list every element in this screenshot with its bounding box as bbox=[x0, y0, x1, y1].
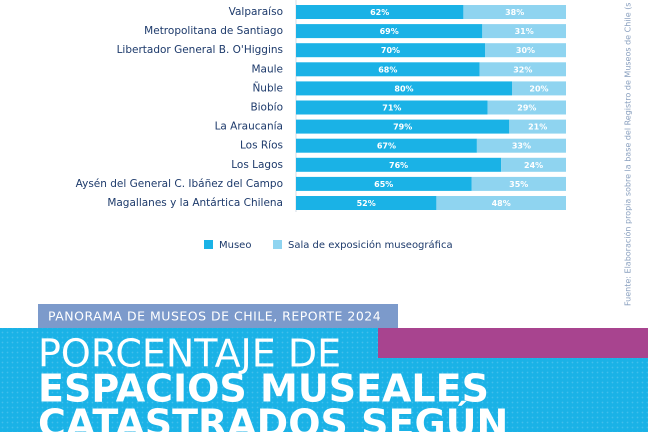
value-label: 33% bbox=[512, 142, 531, 151]
category-label: Los Ríos bbox=[240, 140, 283, 152]
bar-segment bbox=[296, 5, 464, 19]
legend-swatch bbox=[204, 240, 213, 249]
bar-segment bbox=[512, 81, 566, 96]
legend-label: Museo bbox=[219, 240, 251, 251]
category-label: Valparaíso bbox=[229, 6, 283, 18]
category-label: Aysén del General C. Ibáñez del Campo bbox=[76, 178, 283, 190]
bar-segment bbox=[479, 62, 566, 77]
bar-segment bbox=[296, 157, 502, 172]
category-label: Ñuble bbox=[252, 81, 283, 94]
value-label: 69% bbox=[380, 27, 399, 36]
bar-segment bbox=[509, 119, 566, 134]
category-label: Libertador General B. O'Higgins bbox=[117, 44, 283, 56]
value-label: 71% bbox=[382, 104, 401, 113]
value-label: 21% bbox=[528, 123, 547, 132]
category-label: La Araucanía bbox=[215, 121, 283, 133]
bar-segment bbox=[463, 5, 566, 19]
title-line: PORCENTAJE DE bbox=[38, 332, 341, 376]
value-label: 65% bbox=[374, 180, 393, 189]
bar-segment bbox=[485, 43, 566, 58]
value-label: 20% bbox=[529, 84, 548, 93]
bar-segment bbox=[436, 196, 566, 210]
bar-segment bbox=[476, 138, 566, 153]
value-label: 38% bbox=[505, 8, 524, 17]
bar-segment bbox=[501, 157, 566, 172]
value-label: 29% bbox=[517, 104, 536, 113]
category-label: Magallanes y la Antártica Chilena bbox=[107, 197, 283, 209]
value-label: 31% bbox=[515, 27, 534, 36]
category-label: Los Lagos bbox=[231, 159, 283, 171]
source-note: Fuente: Elaboración propia sobre la base… bbox=[623, 0, 633, 306]
value-label: 67% bbox=[377, 142, 396, 151]
value-label: 70% bbox=[381, 46, 400, 55]
category-label: Maule bbox=[251, 63, 283, 75]
category-label: Metropolitana de Santiago bbox=[144, 25, 283, 37]
value-label: 80% bbox=[394, 84, 413, 93]
bar-segment bbox=[296, 81, 512, 96]
legend-label: Sala de exposición museográfica bbox=[288, 239, 453, 251]
value-label: 62% bbox=[370, 8, 389, 17]
category-label: Biobío bbox=[250, 102, 283, 114]
bar-segment bbox=[296, 62, 480, 77]
title-line: ESPACIOS MUSEALES bbox=[38, 367, 489, 411]
bar-segment bbox=[296, 196, 437, 210]
bar-segment bbox=[482, 24, 566, 39]
bar-segment bbox=[296, 176, 472, 191]
value-label: 76% bbox=[389, 161, 408, 170]
bar-segment bbox=[296, 119, 510, 134]
value-label: 35% bbox=[509, 180, 528, 189]
value-label: 32% bbox=[513, 65, 532, 74]
bar-segment bbox=[487, 100, 566, 115]
accent-block bbox=[378, 328, 648, 358]
title-line: CATASTRADOS SEGÚN bbox=[38, 402, 508, 433]
kicker-bg bbox=[38, 304, 398, 328]
value-label: 30% bbox=[516, 46, 535, 55]
legend-swatch bbox=[273, 240, 282, 249]
value-label: 68% bbox=[378, 65, 397, 74]
value-label: 48% bbox=[492, 199, 511, 208]
bar-segment bbox=[296, 43, 485, 58]
bar-segment bbox=[296, 138, 477, 153]
banner: PANORAMA DE MUSEOS DE CHILE, REPORTE 202… bbox=[0, 304, 648, 436]
bar-segment bbox=[296, 100, 488, 115]
bar-segment bbox=[296, 24, 483, 39]
value-label: 24% bbox=[524, 161, 543, 170]
kicker: PANORAMA DE MUSEOS DE CHILE, REPORTE 202… bbox=[48, 309, 381, 324]
bar-segment bbox=[471, 176, 566, 191]
value-label: 52% bbox=[357, 199, 376, 208]
value-label: 79% bbox=[393, 123, 412, 132]
